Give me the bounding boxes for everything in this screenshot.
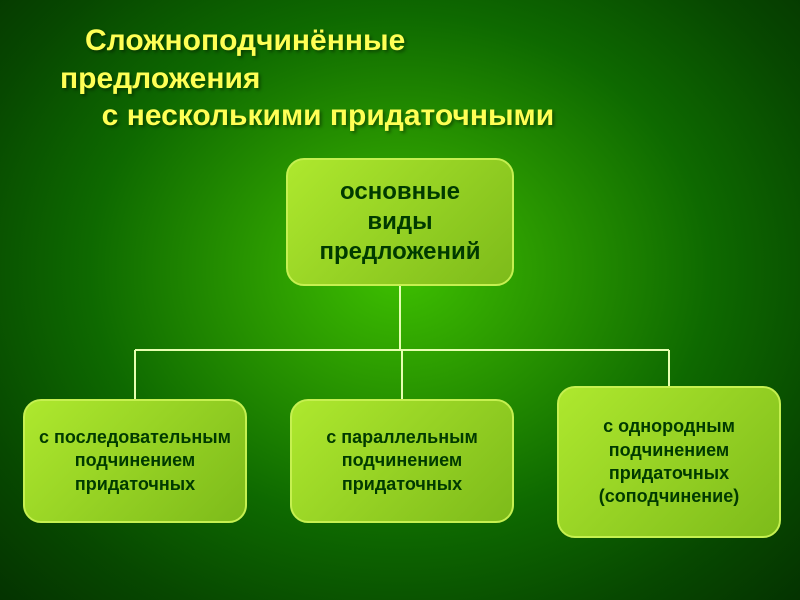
child-line: подчинением — [609, 439, 729, 462]
root-line: основные — [340, 178, 460, 206]
child-line: подчинением — [342, 449, 462, 472]
title-line: с несколькими придаточными — [60, 97, 770, 135]
child-line: придаточных — [609, 462, 729, 485]
tree-child-node: с однородным подчинением придаточных (со… — [557, 386, 781, 538]
title-line: Сложноподчинённые — [60, 22, 770, 60]
tree-root-node: основные виды предложений — [286, 158, 514, 286]
tree-child-node: с последовательным подчинением придаточн… — [23, 399, 247, 523]
child-line: придаточных — [75, 473, 195, 496]
tree-child-node: с параллельным подчинением придаточных — [290, 399, 514, 523]
child-line: с последовательным — [39, 426, 231, 449]
child-line: с параллельным — [326, 426, 478, 449]
title-line: предложения — [60, 60, 770, 98]
root-line: виды — [367, 208, 432, 236]
child-line: (соподчинение) — [599, 485, 739, 508]
root-line: предложений — [319, 238, 480, 266]
slide-title: Сложноподчинённые предложения с нескольк… — [60, 22, 770, 135]
child-line: подчинением — [75, 449, 195, 472]
child-line: придаточных — [342, 473, 462, 496]
child-line: с однородным — [603, 415, 735, 438]
